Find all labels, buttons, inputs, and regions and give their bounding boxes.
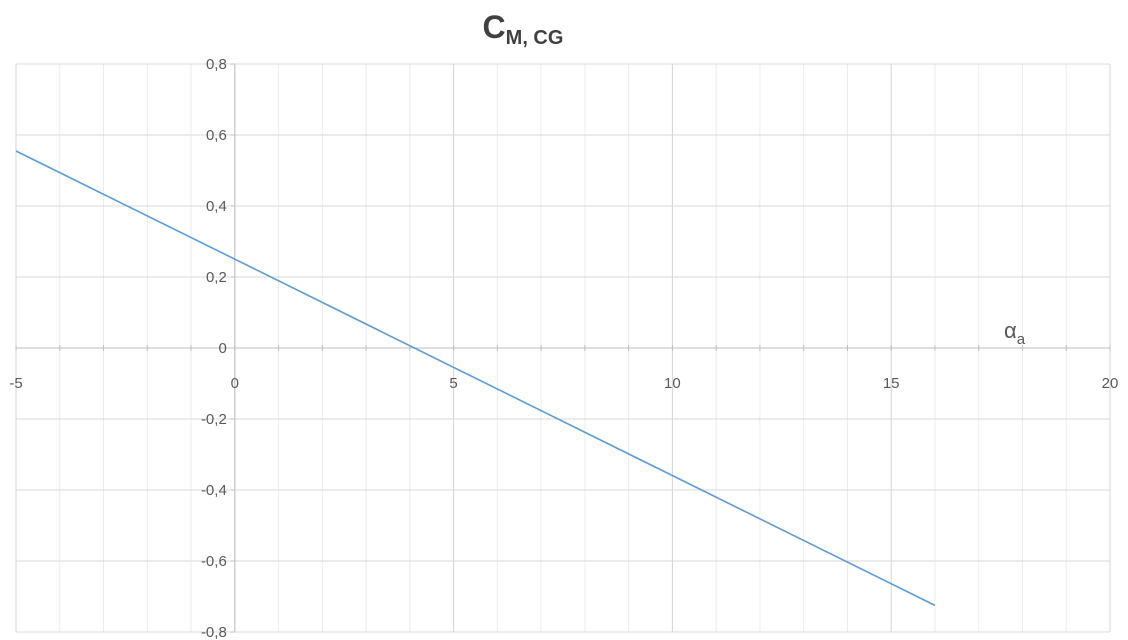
chart-title-main: C [483, 9, 506, 45]
chart-title: CM, CG [483, 9, 564, 49]
series-line-0 [15, 150, 936, 607]
y-tick-label-0_4: 0,4 [206, 198, 227, 215]
x-tick-label-15: 15 [883, 375, 900, 392]
x-tick-label-20: 20 [1102, 375, 1119, 392]
y-tick-label-0_8: 0,8 [206, 56, 227, 73]
y-tick-label--0_6: -0,6 [201, 553, 227, 570]
y-tick-label--0_4: -0,4 [201, 482, 227, 499]
x-tick-label-10: 10 [664, 375, 681, 392]
x-tick-label-0: 0 [231, 375, 239, 392]
y-tick-label--0_8: -0,8 [201, 624, 227, 640]
x-axis-label: αa [1004, 318, 1026, 348]
x-tick-label-5: 5 [449, 375, 457, 392]
x-tick-label--5: -5 [9, 375, 22, 392]
series-layer [15, 150, 936, 607]
y-tick-label-0_2: 0,2 [206, 269, 227, 286]
chart-title-subscript: M, CG [506, 27, 564, 49]
x-axis-label-main: α [1004, 318, 1017, 343]
tick-labels: -5 0 5 10 15 20 -0,8 -0,6 -0,4 -0,2 0 0,2 0,4 0,6 0,8 [9, 56, 1118, 640]
x-axis-label-subscript: a [1017, 331, 1026, 348]
y-tick-label-0: 0 [218, 340, 226, 357]
y-tick-label-0_6: 0,6 [206, 127, 227, 144]
y-tick-label--0_2: -0,2 [201, 411, 227, 428]
axes [15, 63, 1111, 633]
